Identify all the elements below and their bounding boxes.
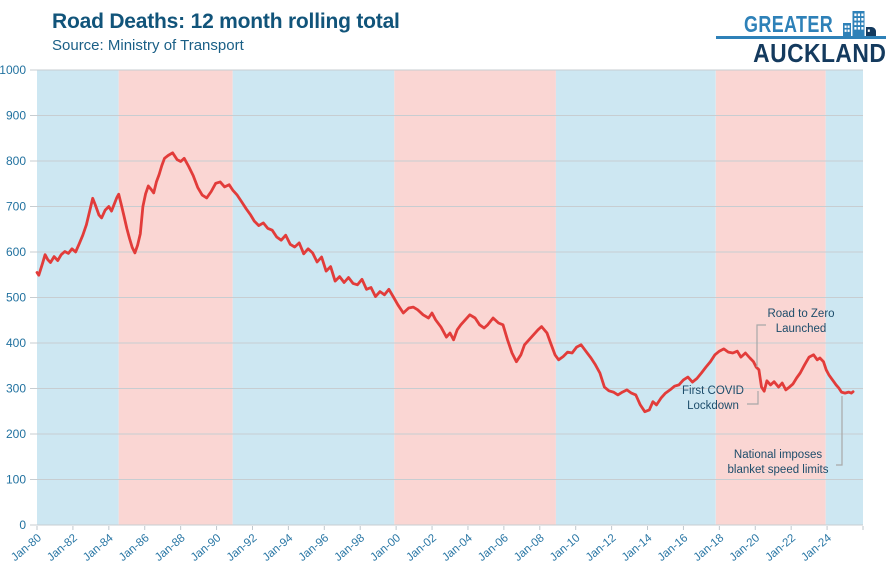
x-axis-label: Jan-22	[763, 532, 798, 564]
annotation-callout-line	[836, 396, 843, 466]
x-axis-label: Jan-80	[9, 532, 44, 564]
y-axis-label-1000: 1000	[0, 63, 26, 77]
x-axis-label: Jan-92	[225, 532, 260, 564]
y-axis-label-600: 600	[6, 245, 26, 259]
city-buildings-icon	[843, 11, 876, 36]
y-axis-label-800: 800	[6, 154, 26, 168]
x-axis-label: Jan-88	[153, 532, 188, 564]
annotation-line: blanket speed limits	[727, 464, 829, 476]
x-axis-label: Jan-16	[656, 532, 691, 564]
logo-underline	[716, 36, 886, 39]
x-axis-label: Jan-14	[620, 532, 655, 564]
x-axis-label: Jan-24	[799, 532, 834, 564]
x-axis-label: Jan-84	[81, 532, 116, 564]
x-axis-label: Jan-94	[261, 532, 296, 564]
y-axis-label-100: 100	[6, 473, 26, 487]
page-subtitle: Source: Ministry of Transport	[52, 37, 244, 54]
annotation-road-to-zero: Road to Zero Launched	[760, 307, 842, 337]
x-axis-label: Jan-82	[45, 532, 80, 564]
x-axis-label: Jan-08	[512, 532, 547, 564]
x-axis-label: Jan-86	[117, 532, 152, 564]
logo-text-auckland: AUCKLAND	[752, 38, 886, 68]
x-axis-label: Jan-10	[548, 532, 583, 564]
x-axis-label: Jan-04	[440, 532, 475, 564]
y-axis-label-200: 200	[6, 427, 26, 441]
annotation-callout-line	[756, 324, 766, 367]
x-axis-label: Jan-98	[332, 532, 367, 564]
y-axis-label-400: 400	[6, 336, 26, 350]
y-axis-label-0: 0	[19, 518, 26, 532]
x-axis-label: Jan-02	[404, 532, 439, 564]
annotation-line: Lockdown	[687, 400, 739, 412]
road-deaths-line	[35, 151, 855, 414]
x-axis-label: Jan-90	[189, 532, 224, 564]
annotation-line: Road to Zero	[767, 308, 835, 320]
x-axis-label: Jan-00	[368, 532, 403, 564]
annotation-first-covid-lockdown: First COVID Lockdown	[678, 384, 748, 414]
y-axis-label-300: 300	[6, 382, 26, 396]
annotation-callout-line	[747, 391, 759, 405]
greater-auckland-logo: GREATER AUCKLAND	[716, 9, 886, 68]
logo-text-greater: GREATER	[744, 11, 834, 37]
y-axis-label-900: 900	[6, 109, 26, 123]
page-title: Road Deaths: 12 month rolling total	[52, 10, 400, 33]
annotation-line: National imposes	[733, 449, 823, 461]
annotation-national-speed-limits: National imposes blanket speed limits	[726, 448, 830, 478]
annotation-line: Launched	[775, 323, 827, 335]
annotation-line: First COVID	[682, 385, 744, 397]
x-axis-label: Jan-96	[297, 532, 332, 564]
x-axis-label: Jan-18	[692, 532, 727, 564]
x-axis-label: Jan-20	[728, 532, 763, 564]
x-axis-label: Jan-06	[476, 532, 511, 564]
x-axis-label: Jan-12	[584, 532, 619, 564]
y-axis-label-700: 700	[6, 200, 26, 214]
y-axis-label-500: 500	[6, 291, 26, 305]
